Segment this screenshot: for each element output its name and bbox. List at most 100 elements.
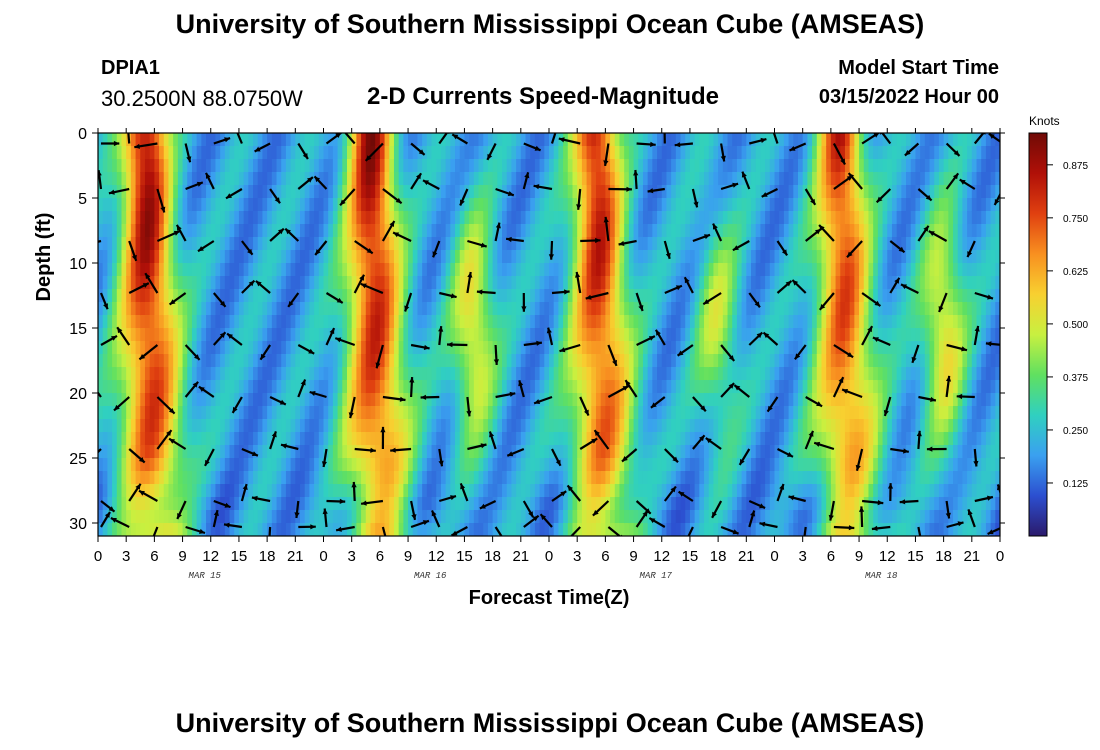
heatmap-cell — [224, 367, 231, 381]
heatmap-cell — [628, 198, 635, 212]
heatmap-cell — [534, 354, 541, 368]
heatmap-cell — [300, 523, 306, 536]
heatmap-cell — [802, 302, 808, 316]
heatmap-cell — [624, 263, 630, 277]
heatmap-cell — [746, 289, 752, 303]
heatmap-cell — [431, 393, 437, 407]
heatmap-cell — [732, 211, 738, 225]
page-title: University of Southern Mississippi Ocean… — [175, 9, 925, 39]
heatmap-cell — [539, 250, 545, 264]
heatmap-cell — [647, 510, 653, 524]
heatmap-cell — [464, 146, 470, 160]
heatmap-cell — [276, 419, 282, 433]
heatmap-cell — [379, 198, 386, 212]
heatmap-cell — [567, 471, 574, 485]
heatmap-cell — [314, 432, 320, 446]
heatmap-cell — [549, 367, 555, 381]
heatmap-cell — [267, 458, 273, 472]
heatmap-cell — [812, 484, 818, 498]
heatmap-cell — [802, 432, 808, 446]
heatmap-cell — [253, 302, 259, 316]
heatmap-cell — [624, 393, 630, 407]
heatmap-cell — [271, 302, 278, 316]
heatmap-cell — [544, 250, 550, 264]
heatmap-cell — [553, 159, 559, 173]
heatmap-cell — [844, 471, 851, 485]
heatmap-cell — [243, 497, 249, 511]
heatmap-cell — [708, 367, 715, 381]
heatmap-cell — [191, 211, 198, 225]
heatmap-cell — [652, 146, 658, 160]
heatmap-cell — [713, 432, 719, 446]
heatmap-cell — [797, 484, 804, 498]
heatmap-cell — [276, 406, 282, 420]
heatmap-cell — [346, 211, 353, 225]
heatmap-cell — [563, 380, 569, 394]
heatmap-cell — [163, 276, 170, 290]
heatmap-cell — [774, 263, 780, 277]
heatmap-cell — [342, 341, 348, 355]
heatmap-cell — [652, 289, 658, 303]
heatmap-cell — [595, 159, 602, 173]
heatmap-cell — [281, 211, 287, 225]
heatmap-cell — [459, 172, 466, 186]
heatmap-cell — [746, 198, 752, 212]
heatmap-cell — [591, 380, 597, 394]
heatmap-cell — [633, 458, 639, 472]
heatmap-cell — [605, 276, 611, 290]
heatmap-cell — [384, 445, 390, 459]
heatmap-cell — [464, 250, 470, 264]
heatmap-cell — [506, 445, 513, 459]
heatmap-cell — [408, 445, 414, 459]
heatmap-cell — [304, 198, 311, 212]
heatmap-cell — [581, 315, 588, 329]
heatmap-cell — [224, 185, 231, 199]
heatmap-cell — [196, 471, 202, 485]
heatmap-cell — [121, 419, 127, 433]
heatmap-cell — [149, 159, 155, 173]
heatmap-cell — [107, 484, 113, 498]
heatmap-cell — [130, 224, 137, 238]
heatmap-cell — [450, 185, 456, 199]
heatmap-cell — [708, 263, 715, 277]
heatmap-cell — [544, 224, 550, 238]
heatmap-cell — [478, 276, 484, 290]
heatmap-cell — [238, 523, 245, 536]
heatmap-cell — [215, 133, 221, 147]
heatmap-cell — [196, 393, 202, 407]
heatmap-cell — [403, 497, 409, 511]
heatmap-cell — [765, 172, 771, 186]
heatmap-cell — [539, 471, 545, 485]
heatmap-cell — [511, 406, 517, 420]
heatmap-cell — [267, 432, 273, 446]
heatmap-cell — [417, 159, 423, 173]
heatmap-cell — [704, 185, 710, 199]
heatmap-cell — [783, 146, 790, 160]
heatmap-cell — [492, 185, 498, 199]
heatmap-cell — [600, 471, 606, 485]
heatmap-cell — [229, 341, 235, 355]
heatmap-cell — [595, 211, 602, 225]
heatmap-cell — [187, 146, 193, 160]
heatmap-cell — [760, 471, 766, 485]
heatmap-cell — [149, 354, 155, 368]
heatmap-cell — [210, 146, 217, 160]
heatmap-cell — [337, 393, 343, 407]
heatmap-cell — [304, 133, 311, 147]
heatmap-cell — [238, 471, 245, 485]
heatmap-cell — [267, 497, 273, 511]
heatmap-cell — [835, 445, 841, 459]
heatmap-cell — [572, 341, 578, 355]
heatmap-cell — [633, 276, 639, 290]
heatmap-cell — [797, 289, 804, 303]
heatmap-cell — [191, 237, 198, 251]
heatmap-cell — [370, 172, 376, 186]
heatmap-cell — [201, 497, 207, 511]
heatmap-cell — [619, 263, 625, 277]
heatmap-cell — [440, 458, 447, 472]
heatmap-cell — [469, 289, 475, 303]
heatmap-cell — [671, 354, 677, 368]
heatmap-cell — [652, 497, 658, 511]
heatmap-cell — [520, 133, 527, 147]
heatmap-cell — [525, 328, 531, 342]
